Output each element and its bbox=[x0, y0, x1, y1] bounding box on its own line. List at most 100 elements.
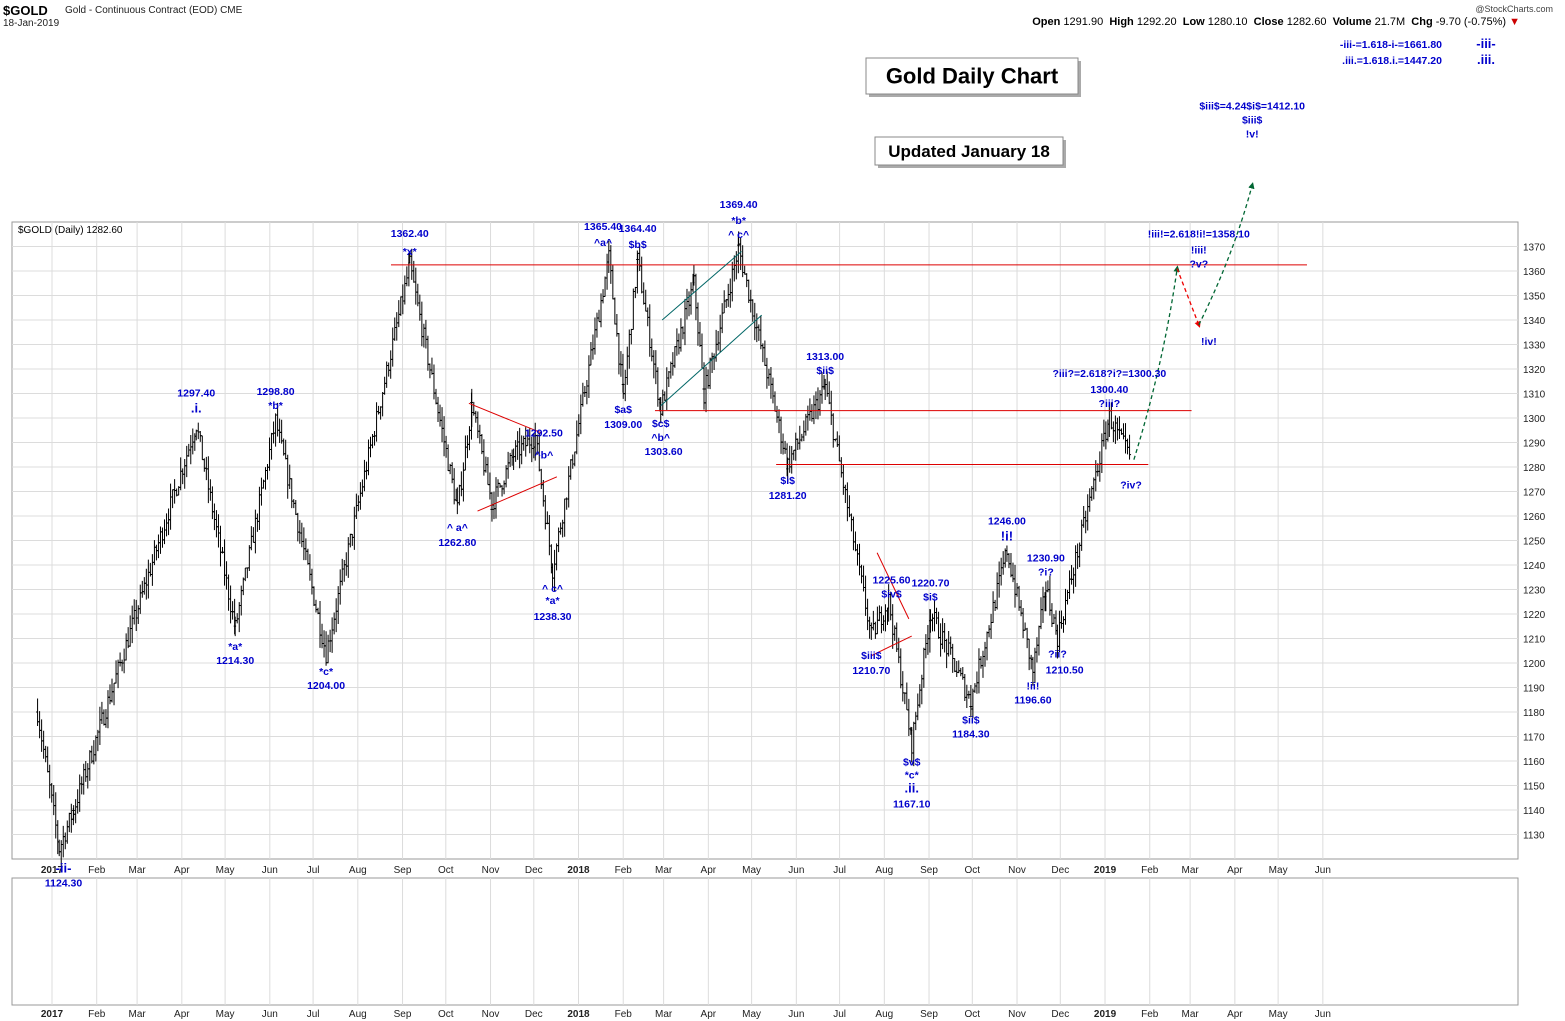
wave-label: 1300.40 bbox=[1090, 384, 1128, 396]
wave-label: $iii$ bbox=[861, 650, 882, 662]
x-tick-label: Jun bbox=[262, 865, 278, 876]
wave-label: 1210.70 bbox=[852, 665, 890, 677]
wave-label: 1196.60 bbox=[1014, 694, 1052, 706]
x-tick-label: Sep bbox=[920, 1009, 938, 1020]
x-tick-label: May bbox=[742, 865, 761, 876]
wave-label: 1292.50 bbox=[525, 427, 563, 439]
x-tick-label: Aug bbox=[349, 865, 367, 876]
y-tick-label: 1330 bbox=[1523, 341, 1546, 352]
x-tick-label: Mar bbox=[128, 865, 146, 876]
ohlc-bars bbox=[36, 231, 1132, 866]
target-tag: -iii- bbox=[1476, 36, 1496, 51]
x-tick-label: Oct bbox=[965, 865, 981, 876]
x-tick-label: 2019 bbox=[1094, 865, 1117, 876]
y-tick-label: 1190 bbox=[1523, 684, 1545, 695]
triangle-upper-line bbox=[468, 402, 542, 434]
x-tick-label: Jul bbox=[307, 865, 320, 876]
wave-label: ?iii?=2.618?i?=1300.30 bbox=[1052, 368, 1166, 380]
wave-label: ?ii? bbox=[1048, 648, 1067, 660]
wave-label: !ii! bbox=[1026, 680, 1039, 692]
wave-label: 1365.40 bbox=[584, 221, 622, 233]
ohlc-readout: Open 1291.90 High 1292.20 Low 1280.10 Cl… bbox=[1032, 16, 1520, 28]
x-tick-label: Nov bbox=[482, 1009, 500, 1020]
x-tick-label: Apr bbox=[701, 1009, 717, 1020]
y-tick-label: 1220 bbox=[1523, 610, 1546, 621]
x-tick-label: Mar bbox=[655, 1009, 673, 1020]
x-tick-label: Jun bbox=[1315, 1009, 1331, 1020]
wave-label: !iii!=2.618!i!=1358.10 bbox=[1148, 229, 1250, 241]
y-tick-label: 1310 bbox=[1523, 390, 1546, 401]
channel-lower-line bbox=[660, 314, 763, 407]
wave-label: *a* bbox=[228, 641, 243, 653]
x-tick-label: Oct bbox=[438, 1009, 454, 1020]
y-tick-label: 1290 bbox=[1523, 439, 1546, 450]
wave-label: *b* bbox=[731, 215, 747, 227]
wave-label: *x* bbox=[403, 246, 418, 258]
wave-label: $iv$ bbox=[881, 588, 902, 600]
wave-label: 1303.60 bbox=[645, 446, 683, 458]
wave-label: 1210.50 bbox=[1046, 664, 1084, 676]
x-tick-label: Dec bbox=[1051, 1009, 1069, 1020]
x-tick-label: 2018 bbox=[567, 1009, 590, 1020]
y-tick-label: 1260 bbox=[1523, 512, 1546, 523]
wave-label: ^ c^ bbox=[542, 583, 563, 595]
wave-label: ?iii? bbox=[1099, 398, 1121, 410]
wave-label: !iv! bbox=[1201, 336, 1217, 348]
wave-label: $ii$ bbox=[962, 714, 980, 726]
wave-label: 1262.80 bbox=[438, 537, 476, 549]
chart-title: Gold Daily Chart bbox=[886, 64, 1059, 89]
wave-label: ^a^ bbox=[594, 237, 612, 249]
y-tick-label: 1280 bbox=[1523, 463, 1546, 474]
x-tick-label: Apr bbox=[1227, 865, 1243, 876]
wave-label: $v$ bbox=[903, 757, 921, 769]
x-tick-label: Nov bbox=[1008, 1009, 1026, 1020]
x-tick-label: Sep bbox=[394, 1009, 412, 1020]
x-tick-label: Jun bbox=[788, 1009, 804, 1020]
wave-label: $i$ bbox=[923, 591, 938, 603]
wedge-lower-line bbox=[871, 635, 912, 657]
wave-label: ^b^ bbox=[535, 449, 554, 461]
wave-label: ^b^ bbox=[651, 432, 670, 444]
x-tick-label: Apr bbox=[174, 1009, 190, 1020]
x-tick-label: Mar bbox=[1182, 1009, 1200, 1020]
wave-label: $iii$ bbox=[1242, 115, 1263, 127]
x-tick-label: Apr bbox=[701, 865, 717, 876]
wave-label: .ii. bbox=[905, 781, 919, 796]
y-tick-label: 1160 bbox=[1523, 757, 1545, 768]
x-tick-label: Feb bbox=[1141, 865, 1159, 876]
x-tick-label: Dec bbox=[525, 865, 543, 876]
wave-label: 1204.00 bbox=[307, 680, 345, 692]
y-tick-label: 1170 bbox=[1523, 733, 1545, 744]
y-tick-label: 1240 bbox=[1523, 561, 1546, 572]
y-tick-label: 1340 bbox=[1523, 316, 1546, 327]
wave-label: 1362.40 bbox=[391, 228, 429, 240]
y-tick-label: 1230 bbox=[1523, 586, 1546, 597]
wave-label: !iii! bbox=[1191, 245, 1207, 257]
x-tick-label: Nov bbox=[482, 865, 500, 876]
x-tick-label: Mar bbox=[655, 865, 673, 876]
wave-label: $a$ bbox=[614, 404, 632, 416]
x-tick-label: Feb bbox=[1141, 1009, 1159, 1020]
wave-label: 1297.40 bbox=[177, 387, 215, 399]
x-tick-label: Apr bbox=[174, 865, 190, 876]
x-tick-label: Aug bbox=[875, 1009, 893, 1020]
x-tick-label: Apr bbox=[1227, 1009, 1243, 1020]
x-tick-label: Feb bbox=[615, 1009, 633, 1020]
x-tick-label: Jul bbox=[833, 865, 846, 876]
wave-label: *c* bbox=[905, 770, 920, 782]
wave-label: $b$ bbox=[629, 239, 647, 251]
wave-label: ?iv? bbox=[1120, 480, 1142, 492]
wave-label: *a* bbox=[546, 595, 561, 607]
target-text: .iii.=1.618.i.=1447.20 bbox=[1342, 55, 1442, 67]
wave-label: 1281.20 bbox=[769, 490, 807, 502]
x-tick-label: Nov bbox=[1008, 865, 1026, 876]
x-tick-label: May bbox=[216, 1009, 235, 1020]
y-tick-label: 1270 bbox=[1523, 488, 1546, 499]
x-tick-label: Oct bbox=[965, 1009, 981, 1020]
wave-label: $c$ bbox=[652, 418, 670, 430]
wave-label: $ii$ bbox=[816, 365, 834, 377]
symbol: $GOLD bbox=[3, 3, 48, 18]
x-tick-label: Mar bbox=[128, 1009, 146, 1020]
projection-arrow bbox=[1133, 265, 1180, 460]
